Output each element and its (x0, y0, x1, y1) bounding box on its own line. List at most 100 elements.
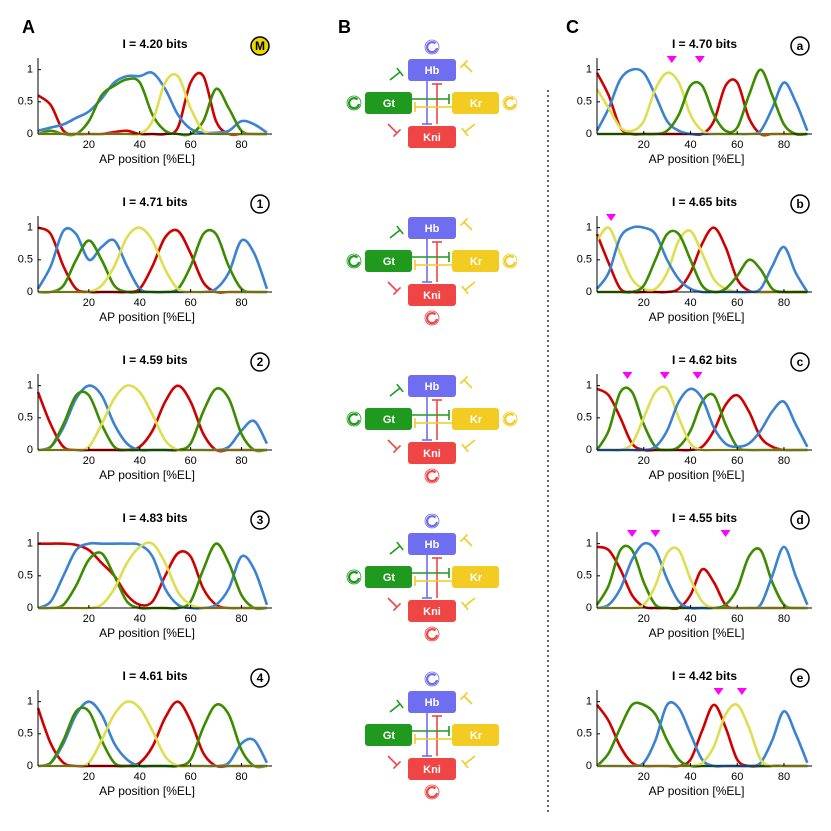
x-axis-label: AP position [%EL] (649, 310, 745, 324)
badge-label: 4 (257, 671, 264, 685)
y-tick-label: 1 (27, 696, 33, 708)
gene-node (408, 533, 456, 555)
gene-node (452, 566, 499, 588)
y-tick-label: 0 (586, 128, 592, 140)
edge-head (459, 217, 469, 227)
self-activation (504, 413, 517, 426)
chart-title: I = 4.65 bits (672, 195, 737, 209)
edge (464, 755, 476, 765)
x-tick-label: 20 (638, 455, 650, 467)
x-tick-label: 60 (184, 139, 196, 151)
edge-head (461, 443, 469, 453)
gene-label: Kni (423, 290, 441, 302)
plot-lines (595, 541, 809, 611)
x-tick-label: 60 (731, 613, 743, 625)
badge-label: 2 (257, 355, 264, 369)
edge (463, 379, 473, 389)
x-tick-label: 20 (83, 771, 95, 783)
y-tick-label: 0.5 (18, 412, 33, 424)
x-tick-label: 60 (184, 297, 196, 309)
y-tick-label: 1 (27, 380, 33, 392)
gene-node (452, 92, 499, 114)
x-tick-label: 80 (778, 297, 790, 309)
x-tick-label: 80 (778, 771, 790, 783)
marker-triangle (627, 530, 638, 537)
y-tick-label: 0 (27, 444, 33, 456)
marker-triangle (713, 688, 724, 695)
x-tick-label: 80 (235, 139, 247, 151)
self-activation-ring (502, 411, 518, 427)
x-axis-label: AP position [%EL] (649, 468, 745, 482)
edge (387, 755, 398, 766)
y-tick-label: 0 (27, 128, 33, 140)
gene-curve (37, 700, 269, 768)
chart-title: I = 4.20 bits (122, 37, 187, 51)
badge-label: M (255, 39, 265, 53)
edge (389, 545, 401, 555)
badge (250, 194, 270, 214)
self-activation-ring (424, 784, 440, 800)
y-tick-label: 0.5 (577, 412, 592, 424)
plot-lines (36, 384, 269, 453)
gene-curve (595, 225, 809, 294)
gene-label: Hb (425, 381, 440, 393)
self-activation-ring (346, 569, 362, 585)
x-tick-label: 60 (731, 139, 743, 151)
edge (389, 703, 401, 713)
y-tick-label: 0 (586, 444, 592, 456)
panel-label: B (338, 17, 351, 37)
edge (464, 439, 476, 449)
y-tick-label: 1 (586, 380, 592, 392)
y-tick-label: 0 (586, 760, 592, 772)
self-activation-ring (502, 253, 518, 269)
gene-node (408, 758, 456, 780)
y-tick-label: 0.5 (18, 728, 33, 740)
edge-head (392, 760, 402, 770)
self-activation-ring (424, 626, 440, 642)
plot-lines (595, 225, 809, 294)
self-activation-ring (424, 671, 440, 687)
self-activation (348, 571, 361, 584)
x-axis-label: AP position [%EL] (99, 626, 195, 640)
gene-curve (37, 71, 267, 137)
marker-triangle (720, 530, 731, 537)
gene-node (408, 59, 456, 81)
plot-lines (36, 700, 269, 769)
x-tick-label: 40 (684, 297, 696, 309)
network-diagram: Hb Gt Kr Kni (346, 217, 518, 326)
gene-label: Kni (423, 606, 441, 618)
gene-label: Hb (425, 539, 440, 551)
edge-head (396, 225, 404, 235)
x-tick-label: 40 (684, 455, 696, 467)
x-tick-label: 40 (684, 139, 696, 151)
y-tick-label: 0 (27, 286, 33, 298)
chart-title: I = 4.62 bits (672, 353, 737, 367)
self-activation (426, 470, 439, 483)
x-axis-label: AP position [%EL] (99, 784, 195, 798)
badge (250, 510, 270, 530)
gene-label: Hb (425, 697, 440, 709)
x-tick-label: 80 (778, 139, 790, 151)
edge-head (461, 601, 469, 611)
edge-head (392, 128, 402, 138)
y-tick-label: 1 (586, 696, 592, 708)
gene-node (452, 408, 499, 430)
gene-label: Gt (383, 414, 396, 426)
gene-node (365, 250, 412, 272)
edge (389, 387, 401, 397)
x-tick-label: 20 (638, 771, 650, 783)
x-axis-label: AP position [%EL] (649, 784, 745, 798)
chart-title: I = 4.59 bits (122, 353, 187, 367)
y-tick-label: 0.5 (577, 570, 592, 582)
y-tick-label: 0 (586, 602, 592, 614)
edge (464, 123, 476, 133)
gene-curve (595, 544, 808, 610)
gene-curve (596, 541, 809, 610)
gene-label: Kni (423, 132, 441, 144)
gene-curve (597, 68, 808, 137)
y-tick-label: 1 (27, 538, 33, 550)
x-axis-label: AP position [%EL] (99, 468, 195, 482)
edge-head (396, 541, 404, 551)
x-axis-label: AP position [%EL] (99, 310, 195, 324)
